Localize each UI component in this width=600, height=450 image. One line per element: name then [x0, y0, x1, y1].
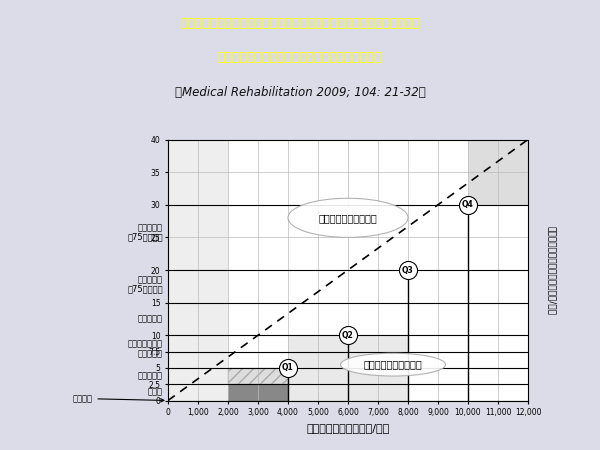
Bar: [288, 335, 408, 400]
Text: 身体的健康: 身体的健康: [138, 315, 163, 324]
Text: （中之条研究からの諸データに基づいた模式図）: （中之条研究からの諸データに基づいた模式図）: [218, 50, 383, 63]
Text: 非自立: 非自立: [148, 388, 163, 397]
Text: 代謝的健康: 代謝的健康: [138, 275, 163, 284]
Text: （75歳未満）: （75歳未満）: [127, 232, 163, 241]
Text: 精神的健康: 精神的健康: [138, 349, 163, 358]
Bar: [228, 368, 288, 384]
Ellipse shape: [288, 198, 408, 238]
Text: 高齢者における日常身体活動の範疇およびそのような活動と健康の関係: 高齢者における日常身体活動の範疇およびそのような活動と健康の関係: [180, 17, 420, 30]
Ellipse shape: [341, 353, 446, 376]
Bar: [228, 384, 288, 400]
Text: Q2: Q2: [342, 331, 354, 340]
Text: Q3: Q3: [402, 266, 414, 274]
Text: 家事中心の女性型領域: 家事中心の女性型領域: [364, 360, 422, 369]
Text: 代謝的健康: 代謝的健康: [138, 223, 163, 232]
Text: Q4: Q4: [462, 200, 474, 209]
Text: Q1: Q1: [282, 364, 294, 373]
Bar: [168, 140, 228, 401]
Text: （75歳以上）: （75歳以上）: [127, 284, 163, 293]
Text: 運動中心の男性型領域: 運動中心の男性型領域: [319, 213, 377, 223]
Bar: [468, 140, 528, 205]
Text: 心理社会的健康: 心理社会的健康: [128, 339, 163, 348]
Y-axis label: １日の平均中強度活動時間（分/日）: １日の平均中強度活動時間（分/日）: [547, 225, 556, 315]
Text: 閉じこもり: 閉じこもり: [138, 372, 163, 381]
X-axis label: １年間の平均歩数（歩/日）: １年間の平均歩数（歩/日）: [307, 423, 389, 433]
Text: 寝たきり: 寝たきり: [73, 394, 164, 403]
Text: （Medical Rehabilitation 2009; 104: 21-32）: （Medical Rehabilitation 2009; 104: 21-32…: [175, 86, 425, 99]
